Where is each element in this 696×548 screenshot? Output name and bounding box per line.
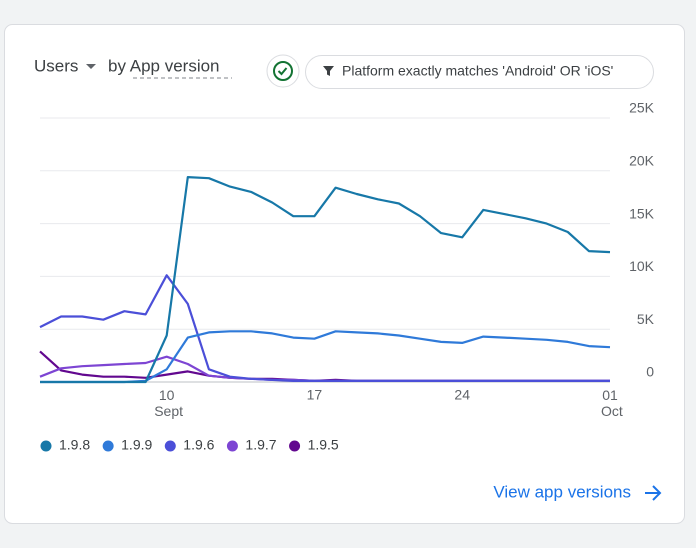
plot: 0 5K 10K 15K 20K 25K 10 Sept 17 24 01 Oct (39, 100, 655, 419)
arrow-icon[interactable] (645, 485, 662, 501)
x-tick-label: 24 (454, 387, 470, 403)
dimension-selector[interactable]: by App version (108, 56, 220, 75)
x-tick-label: 01 Oct (597, 387, 623, 419)
y-tick-label: 10K (629, 258, 655, 274)
card (4, 24, 685, 524)
legend-swatch (289, 440, 301, 452)
legend-swatch (164, 440, 176, 452)
legend-swatch (226, 440, 238, 452)
series-line (40, 176, 611, 384)
y-tick-label: 0 (646, 364, 654, 380)
series-line (39, 274, 610, 382)
filter-chip[interactable] (305, 55, 654, 89)
y-tick-label: 15K (629, 205, 655, 221)
y-tick-label: 5K (637, 311, 655, 327)
legend-swatch (102, 440, 114, 452)
legend-label: 1.9.9 (121, 437, 152, 453)
legend-label: 1.9.7 (245, 437, 276, 453)
legend-label: 1.9.5 (308, 437, 339, 453)
dropdown-arrow[interactable] (86, 64, 96, 69)
x-tick-label: 10 Sept (150, 387, 183, 419)
view-link[interactable]: View app versions (493, 482, 631, 501)
check-mark (277, 67, 288, 76)
legend-label: 1.9.8 (59, 437, 90, 453)
metric-selector[interactable]: Users (34, 56, 78, 75)
filter-text: Platform exactly matches 'Android' OR 'i… (342, 63, 613, 79)
x-tick-label: 17 (307, 387, 323, 403)
y-tick-label: 20K (629, 153, 655, 169)
legend-swatch (40, 440, 52, 452)
check-icon (273, 61, 293, 81)
legend-label: 1.9.6 (183, 437, 214, 453)
y-tick-label: 25K (629, 100, 655, 116)
filter-icon (323, 66, 334, 76)
